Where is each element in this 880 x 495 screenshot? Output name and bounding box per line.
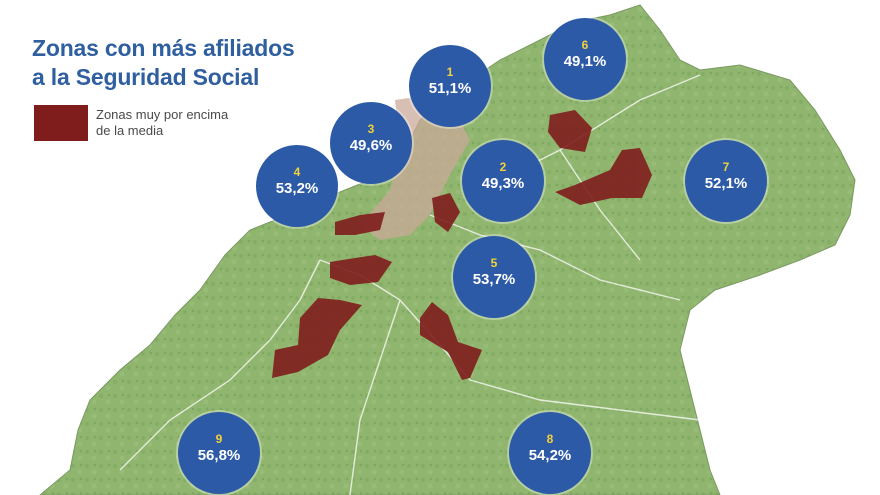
zone-circle-1: 1 51,1% [409, 45, 491, 127]
legend-swatch [34, 105, 88, 141]
highlighted-zones [272, 110, 652, 380]
zone-circle-3: 3 49,6% [330, 102, 412, 184]
map-title: Zonas con más afiliados a la Seguridad S… [32, 34, 295, 92]
zone-value: 49,6% [349, 137, 393, 154]
zone-number: 6 [581, 38, 589, 52]
zone-circle-7: 7 52,1% [685, 140, 767, 222]
zone-circle-4: 4 53,2% [256, 145, 338, 227]
highlight-zone [432, 193, 460, 232]
map-title-line-2: a la Seguridad Social [32, 64, 260, 90]
legend: Zonas muy por encima de la media [34, 105, 246, 141]
highlight-zone [555, 148, 652, 205]
zone-circle-5: 5 53,7% [453, 236, 535, 318]
zone-circle-6: 6 49,1% [544, 18, 626, 100]
map-title-line-1: Zonas con más afiliados [32, 35, 295, 61]
land-area [39, 4, 856, 495]
zone-value: 53,2% [275, 180, 319, 197]
zone-value: 49,1% [563, 53, 607, 70]
zone-value: 54,2% [528, 447, 572, 464]
zone-value: 52,1% [704, 175, 748, 192]
highlight-zone [420, 302, 482, 380]
zone-number: 7 [722, 160, 730, 174]
legend-label: Zonas muy por encima de la media [96, 107, 229, 138]
zone-circle-8: 8 54,2% [509, 412, 591, 494]
zone-value: 49,3% [481, 175, 525, 192]
urban-area [360, 95, 470, 240]
zone-value: 51,1% [428, 80, 472, 97]
highlight-zone [335, 212, 385, 235]
zone-number: 5 [490, 256, 498, 270]
highlight-zone [330, 255, 392, 285]
highlight-zone [272, 298, 362, 378]
zone-number: 4 [293, 165, 301, 179]
zone-number: 8 [546, 432, 554, 446]
zone-circle-9: 9 56,8% [178, 412, 260, 494]
highlight-zone [548, 110, 592, 152]
zone-circle-2: 2 49,3% [462, 140, 544, 222]
zone-value: 56,8% [197, 447, 241, 464]
zone-number: 9 [215, 432, 223, 446]
zone-number: 2 [499, 160, 507, 174]
zone-number: 1 [446, 65, 454, 79]
zone-number: 3 [367, 122, 375, 136]
zone-value: 53,7% [472, 271, 516, 288]
